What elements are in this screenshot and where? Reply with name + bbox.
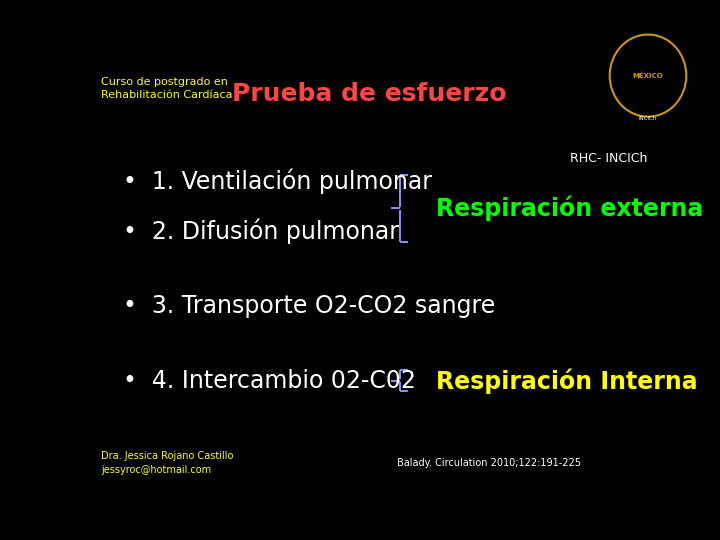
Text: Respiración Interna: Respiración Interna bbox=[436, 368, 698, 394]
Text: •  1. Ventilación pulmonar: • 1. Ventilación pulmonar bbox=[124, 168, 433, 194]
Text: INCICh: INCICh bbox=[639, 116, 657, 122]
Text: •  4. Intercambio 02-C02: • 4. Intercambio 02-C02 bbox=[124, 369, 416, 393]
Text: Respiración externa: Respiración externa bbox=[436, 195, 703, 221]
Text: RHC- INCICh: RHC- INCICh bbox=[570, 152, 647, 165]
Text: Dra. Jessica Rojano Castillo
jessyroc@hotmail.com: Dra. Jessica Rojano Castillo jessyroc@ho… bbox=[101, 451, 233, 476]
Text: Curso de postgrado en
Rehabilitación Cardíaca: Curso de postgrado en Rehabilitación Car… bbox=[101, 77, 233, 100]
Text: Balady. Circulation 2010;122:191-225: Balady. Circulation 2010;122:191-225 bbox=[397, 458, 581, 468]
Text: •  2. Difusión pulmonar: • 2. Difusión pulmonar bbox=[124, 218, 400, 244]
Text: •  3. Transporte O2-CO2 sangre: • 3. Transporte O2-CO2 sangre bbox=[124, 294, 496, 318]
Text: MÉXICO: MÉXICO bbox=[633, 72, 663, 79]
Text: Prueba de esfuerzo: Prueba de esfuerzo bbox=[232, 82, 506, 106]
